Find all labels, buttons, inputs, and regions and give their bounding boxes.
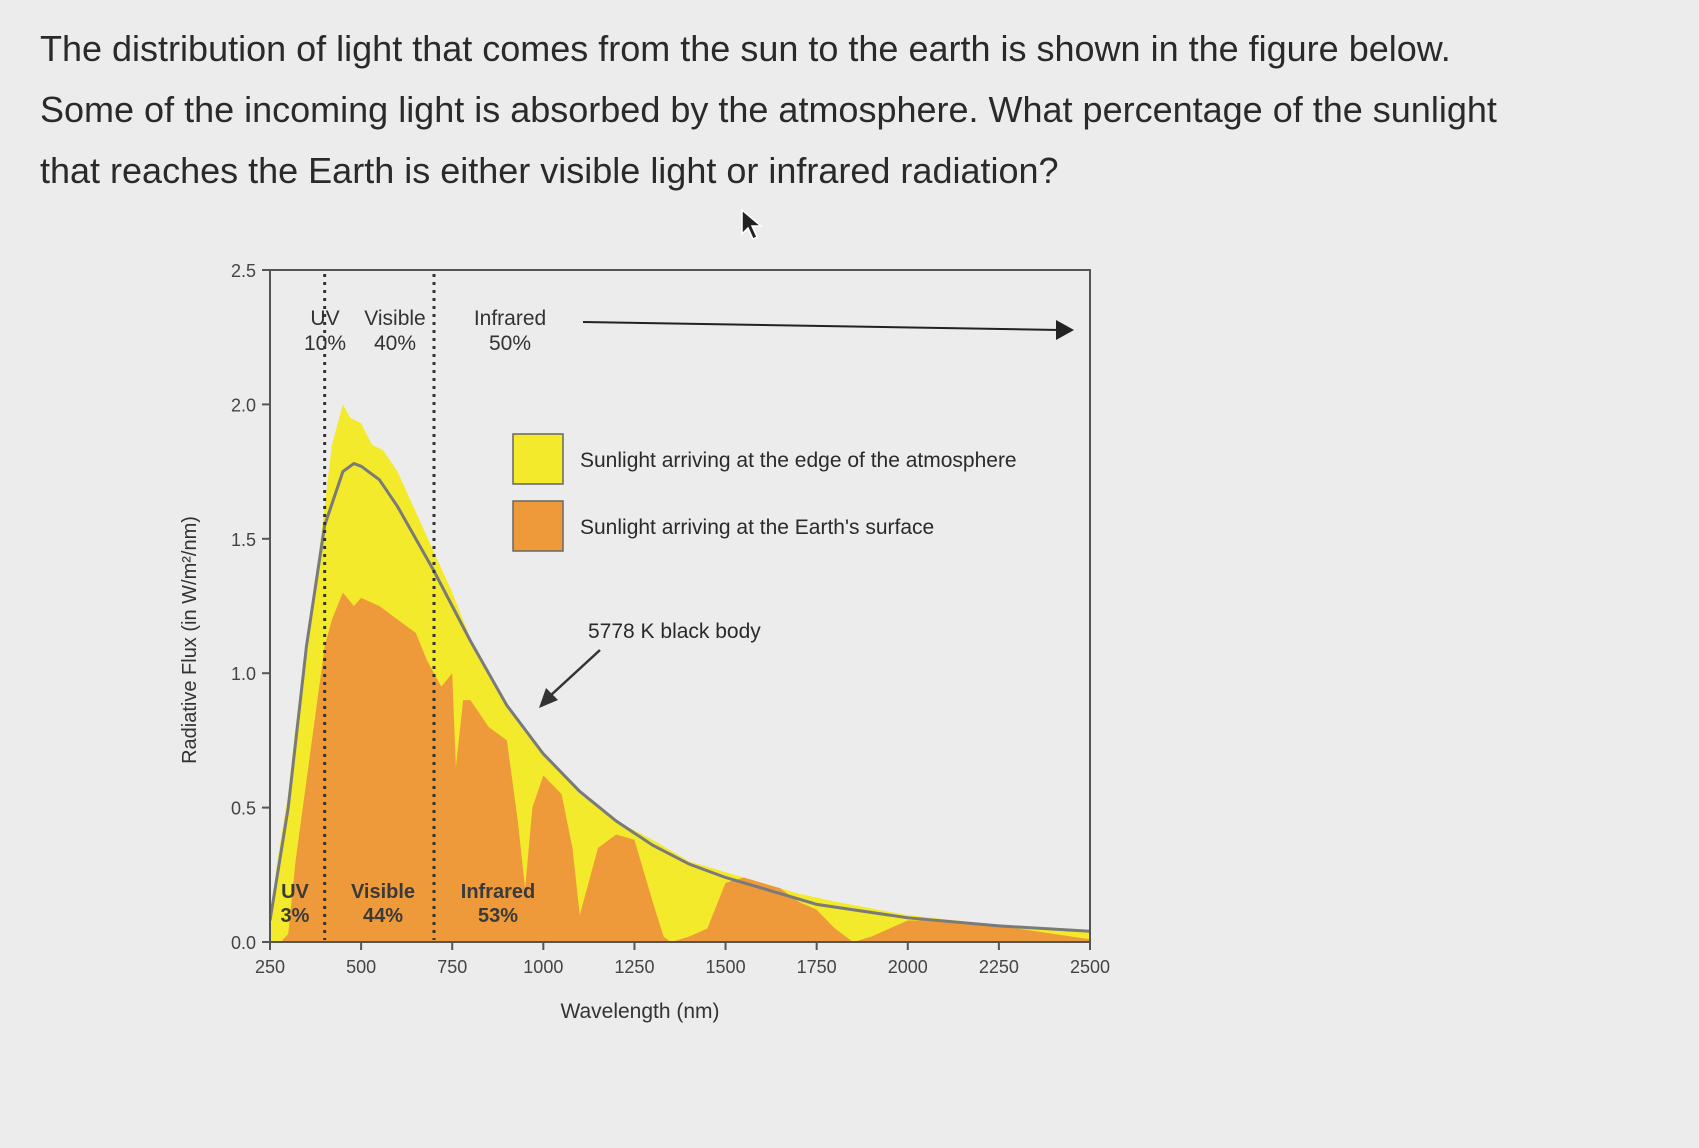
bottom-band-value: 3% — [281, 905, 310, 927]
legend-label: Sunlight arriving at the Earth's surface — [580, 516, 934, 539]
x-tick-label: 500 — [346, 957, 376, 977]
legend-swatch — [512, 500, 564, 552]
mouse-pointer-icon — [741, 208, 764, 241]
bottom-band-value: 44% — [363, 905, 403, 927]
x-tick-label: 1000 — [523, 957, 563, 977]
x-tick-label: 1250 — [614, 957, 654, 977]
question-line: The distribution of light that comes fro… — [40, 28, 1451, 69]
series-blackbody-line — [270, 461, 1090, 933]
top-band-label: UV — [310, 307, 339, 330]
bottom-band-label: UV — [281, 881, 309, 903]
x-tick-label: 2250 — [979, 957, 1019, 977]
top-band-label: Infrared — [474, 307, 546, 330]
y-tick-label: 1.5 — [231, 530, 256, 550]
x-tick-label: 2000 — [888, 957, 928, 977]
blackbody-pointer-line — [549, 649, 601, 697]
blackbody-annotation: 5778 K black body — [588, 620, 761, 643]
top-band-value: 10% — [304, 332, 346, 355]
x-axis-title: Wavelength (nm) — [560, 1000, 719, 1023]
question-line: that reaches the Earth is either visible… — [40, 150, 1059, 191]
plot-frame — [269, 269, 1091, 943]
x-tick-label: 1750 — [797, 957, 837, 977]
bottom-band-label: Visible — [351, 881, 415, 903]
bottom-band-label: Infrared — [461, 881, 535, 903]
arrow-head-icon — [539, 688, 558, 708]
top-band-label: Visible — [364, 307, 425, 330]
y-tick-label: 0.0 — [231, 933, 256, 953]
series-surface-area — [270, 592, 1090, 942]
question-text: The distribution of light that comes fro… — [40, 18, 1660, 201]
y-tick-label: 1.0 — [231, 664, 256, 684]
y-tick-label: 0.5 — [231, 799, 256, 819]
bottom-band-value: 53% — [478, 905, 518, 927]
legend-label: Sunlight arriving at the edge of the atm… — [580, 449, 1017, 472]
legend-swatch — [512, 433, 564, 485]
top-band-value: 40% — [374, 332, 416, 355]
y-axis-title: Radiative Flux (in W/m²/nm) — [179, 516, 201, 764]
x-tick-label: 250 — [255, 957, 285, 977]
arrow-head-icon — [1056, 320, 1074, 340]
y-tick-label: 2.5 — [231, 261, 256, 281]
y-tick-label: 2.0 — [231, 395, 256, 415]
top-band-value: 50% — [489, 332, 531, 355]
x-tick-label: 750 — [437, 957, 467, 977]
x-tick-label: 1500 — [706, 957, 746, 977]
question-line: Some of the incoming light is absorbed b… — [40, 89, 1497, 130]
x-tick-label: 2500 — [1070, 957, 1110, 977]
infrared-extent-arrow-line — [582, 321, 1061, 331]
